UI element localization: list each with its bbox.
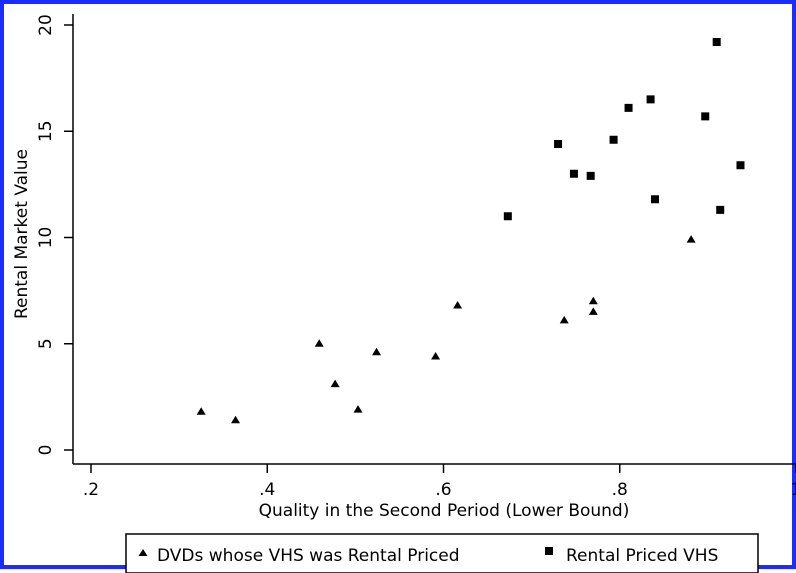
legend-square-marker: [545, 547, 553, 555]
dvd-point: [353, 405, 363, 413]
y-tick-label: 5: [36, 338, 56, 349]
y-tick-label: 10: [36, 227, 56, 249]
x-tick-label: .4: [259, 480, 275, 500]
y-tick-label: 0: [36, 445, 56, 456]
dvd-point: [588, 296, 598, 305]
dvd-point: [231, 415, 241, 424]
legend-label-dvd: DVDs whose VHS was Rental Priced: [157, 546, 460, 566]
data-points: [196, 38, 745, 424]
y-tick-label: 20: [36, 14, 56, 36]
x-tick-label: .8: [612, 480, 628, 500]
dvd-point: [314, 339, 324, 347]
legend-label-vhs: Rental Priced VHS: [566, 546, 718, 566]
x-tick-label: .2: [83, 480, 99, 500]
vhs-point: [651, 195, 659, 204]
vhs-point: [646, 95, 655, 104]
scatter-chart: 0 5 10 15 20 .2 .4 .6 .8 1 Rental Market Value Q…: [12, 14, 796, 573]
dvd-point: [559, 315, 569, 324]
dvd-point: [453, 301, 463, 309]
vhs-point: [569, 169, 578, 178]
vhs-point: [586, 171, 595, 180]
vhs-point: [716, 205, 725, 214]
vhs-point: [609, 135, 618, 144]
vhs-point: [624, 103, 633, 112]
y-axis-title: Rental Market Value: [12, 149, 32, 319]
vhs-point: [736, 161, 745, 170]
dvd-point: [686, 235, 696, 243]
y-axis-ticks: 0 5 10 15 20: [36, 14, 73, 455]
legend-box: [125, 533, 759, 573]
x-axis-ticks: .2 .4 .6 .8 1: [83, 464, 796, 500]
dvd-point: [196, 407, 206, 415]
dvd-point: [431, 352, 441, 360]
y-tick-label: 15: [36, 120, 56, 142]
dvd-point: [330, 379, 340, 388]
legend-triangle-marker: [138, 549, 148, 556]
x-axis-title: Quality in the Second Period (Lower Boun…: [259, 501, 630, 521]
vhs-point: [554, 140, 563, 148]
x-tick-label: 1: [791, 480, 796, 500]
x-tick-label: .6: [435, 480, 451, 500]
vhs-point: [701, 112, 710, 121]
vhs-point: [712, 38, 721, 46]
legend: DVDs whose VHS was Rental Priced Rental …: [125, 533, 759, 573]
vhs-point: [503, 212, 512, 221]
dvd-point: [588, 307, 598, 315]
dvd-point: [372, 347, 382, 356]
